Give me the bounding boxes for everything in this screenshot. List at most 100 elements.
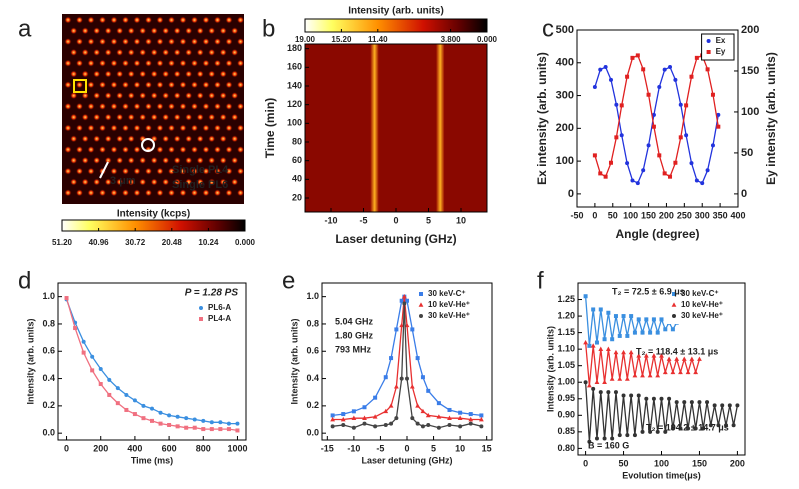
data-point [436, 414, 442, 419]
data-point [602, 337, 607, 342]
chart-title: P = 1.28 PS [185, 288, 239, 299]
annotation: T₂ = 72.5 ± 6.9 μs [612, 286, 685, 296]
image-spot [150, 27, 158, 35]
image-spot [64, 38, 72, 46]
image-spot [144, 81, 153, 89]
data-point [141, 416, 146, 421]
data-point [340, 416, 346, 422]
data-point [716, 112, 721, 117]
image-spot [208, 178, 216, 186]
legend-label: 30 keV-He⁺ [681, 311, 723, 320]
x-axis-label: Time (ms) [131, 455, 173, 465]
data-point [373, 395, 378, 400]
data-point [115, 401, 120, 406]
data-point [351, 425, 356, 430]
data-point [666, 356, 672, 361]
bright-line [370, 44, 379, 212]
image-spot [202, 81, 210, 89]
data-point [705, 400, 710, 405]
image-spot [167, 146, 176, 154]
plot-frame [577, 282, 746, 456]
y-tick-label: 100 [287, 118, 302, 128]
data-point [701, 426, 706, 431]
image-spot [81, 156, 89, 164]
image-spot [179, 124, 187, 132]
x-tick-label: 150 [641, 210, 656, 220]
plot-frame [576, 29, 739, 208]
annotation: B = 160 G [588, 440, 629, 450]
image-spot [133, 59, 141, 67]
x-tick-label: 50 [619, 458, 629, 468]
y2-tick-label: 0 [741, 188, 747, 200]
y2-tick-label: 150 [741, 65, 759, 77]
image-spot [208, 92, 216, 100]
data-point [636, 393, 641, 398]
image-spot [121, 124, 130, 132]
image-spot [190, 167, 199, 175]
image-spot [231, 70, 239, 78]
image-spot [127, 27, 135, 35]
data-point [98, 367, 103, 372]
data-point [175, 414, 180, 419]
image-spot [144, 38, 153, 46]
y-tick-label: 0.0 [306, 428, 319, 438]
image-spot [208, 70, 216, 78]
colorbar-tick-label: 40.96 [89, 238, 110, 247]
data-point [405, 376, 409, 381]
data-point [351, 409, 356, 414]
data-point [235, 421, 240, 426]
image-spot [133, 16, 141, 24]
image-spot [139, 27, 147, 35]
data-point [90, 368, 95, 373]
x-axis-label: Laser detuning (GHz) [361, 455, 452, 465]
data-point [628, 349, 634, 355]
image-spot [225, 59, 233, 67]
image-spot [213, 16, 222, 24]
x-tick-label: 400 [730, 210, 745, 220]
data-point [90, 354, 95, 359]
image-spot [133, 189, 141, 197]
image-spot [81, 178, 89, 186]
image-spot [162, 70, 170, 78]
data-point [226, 427, 231, 432]
x-tick-label: 350 [713, 210, 728, 220]
series-line [594, 54, 719, 178]
image-spot [162, 113, 170, 121]
image-spot [93, 156, 101, 164]
image-spot [156, 59, 164, 67]
image-spot [196, 92, 204, 100]
image-spot [156, 167, 164, 175]
image-spot [75, 124, 84, 132]
image-spot [81, 70, 89, 78]
image-spot [81, 113, 89, 121]
data-point [651, 124, 656, 129]
image-spot [87, 16, 95, 24]
data-point [605, 346, 611, 351]
image-spot [87, 102, 95, 110]
data-point [629, 314, 634, 319]
data-point [651, 396, 656, 401]
data-point [636, 317, 641, 322]
data-point [678, 426, 683, 431]
data-point [383, 422, 388, 427]
data-point [218, 427, 223, 432]
image-spot [196, 70, 204, 78]
image-spot [225, 189, 233, 197]
image-spot [179, 102, 187, 110]
y-tick-label: 1.05 [557, 360, 575, 370]
image-spot [150, 92, 158, 100]
image-spot [110, 81, 118, 89]
data-point [689, 356, 695, 361]
data-point [586, 382, 592, 388]
image-spot [219, 135, 227, 143]
y-tick-label: 0.0 [42, 428, 55, 438]
annotation: Single PL4 [172, 164, 229, 176]
y-tick-label: 120 [287, 99, 302, 109]
x-tick-label: -15 [321, 443, 334, 453]
x-tick-label: 200 [730, 458, 745, 468]
data-point [673, 77, 678, 82]
image-spot [116, 48, 124, 57]
data-point [583, 339, 588, 345]
data-point [201, 427, 206, 432]
x-tick-label: 300 [695, 210, 710, 220]
